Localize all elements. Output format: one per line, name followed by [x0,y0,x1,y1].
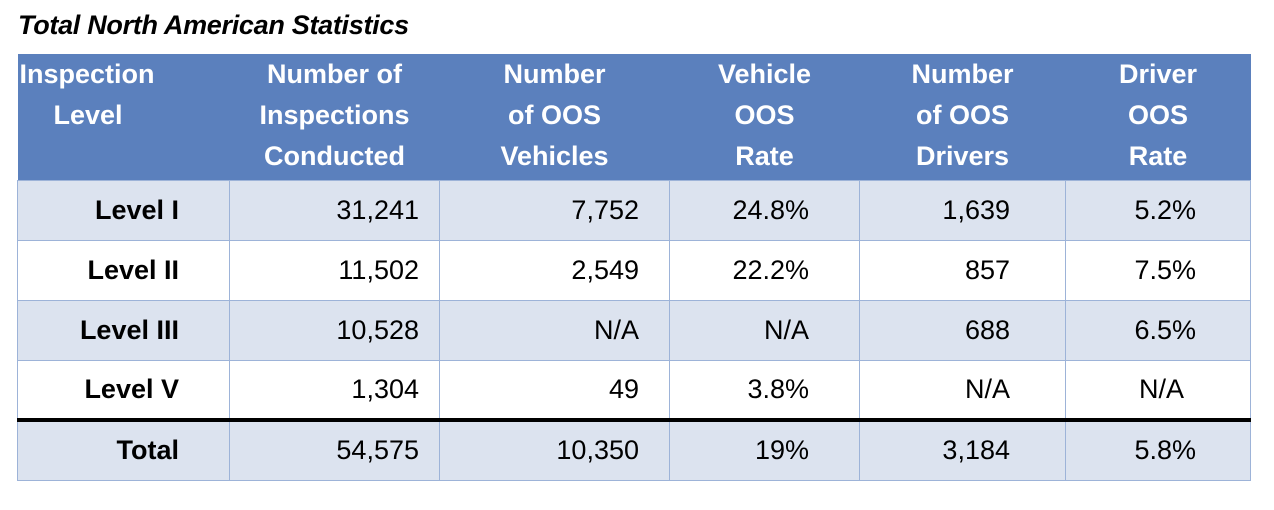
column-header-driver-oos-rate: Driver OOS Rate [1065,54,1251,180]
page-title: Total North American Statistics [18,10,409,40]
cell-vehicle-oos-rate: N/A [669,299,860,361]
cell-oos-vehicles: 7,752 [439,179,670,241]
statistics-table: Inspection Level Number of Inspections C… [17,54,1251,481]
cell-oos-drivers: 1,639 [859,179,1066,241]
row-label: Total [17,418,230,481]
cell-oos-drivers: N/A [859,359,1066,421]
row-label: Level I [17,179,230,241]
table-row-total: Total 54,575 10,350 19% 3,184 5.8% [17,418,1251,481]
table-row-level-i: Level I 31,241 7,752 24.8% 1,639 5.2% [17,179,1251,241]
cell-oos-drivers: 3,184 [859,418,1066,481]
cell-driver-oos-rate: N/A [1065,359,1251,421]
table-row-level-v: Level V 1,304 49 3.8% N/A N/A [17,359,1251,421]
cell-vehicle-oos-rate: 19% [669,418,860,481]
row-label: Level II [17,239,230,301]
cell-oos-vehicles: 2,549 [439,239,670,301]
cell-inspections: 11,502 [229,239,440,301]
column-header-inspections-conducted: Number of Inspections Conducted [229,54,440,180]
cell-inspections: 54,575 [229,418,440,481]
cell-inspections: 1,304 [229,359,440,421]
cell-vehicle-oos-rate: 3.8% [669,359,860,421]
row-label: Level V [17,359,230,421]
cell-driver-oos-rate: 5.2% [1065,179,1251,241]
cell-inspections: 10,528 [229,299,440,361]
cell-vehicle-oos-rate: 24.8% [669,179,860,241]
row-label: Level III [17,299,230,361]
cell-inspections: 31,241 [229,179,440,241]
cell-oos-vehicles: N/A [439,299,670,361]
cell-oos-vehicles: 49 [439,359,670,421]
table-row-level-ii: Level II 11,502 2,549 22.2% 857 7.5% [17,239,1251,301]
cell-driver-oos-rate: 6.5% [1065,299,1251,361]
cell-oos-drivers: 688 [859,299,1066,361]
cell-oos-drivers: 857 [859,239,1066,301]
cell-driver-oos-rate: 5.8% [1065,418,1251,481]
cell-driver-oos-rate: 7.5% [1065,239,1251,301]
column-header-oos-drivers: Number of OOS Drivers [859,54,1066,180]
cell-vehicle-oos-rate: 22.2% [669,239,860,301]
header-row: Inspection Level Number of Inspections C… [17,54,1251,180]
cell-oos-vehicles: 10,350 [439,418,670,481]
column-header-vehicle-oos-rate: Vehicle OOS Rate [669,54,860,180]
table-row-level-iii: Level III 10,528 N/A N/A 688 6.5% [17,299,1251,361]
column-header-oos-vehicles: Number of OOS Vehicles [439,54,670,180]
column-header-inspection-level: Inspection Level [17,54,230,180]
